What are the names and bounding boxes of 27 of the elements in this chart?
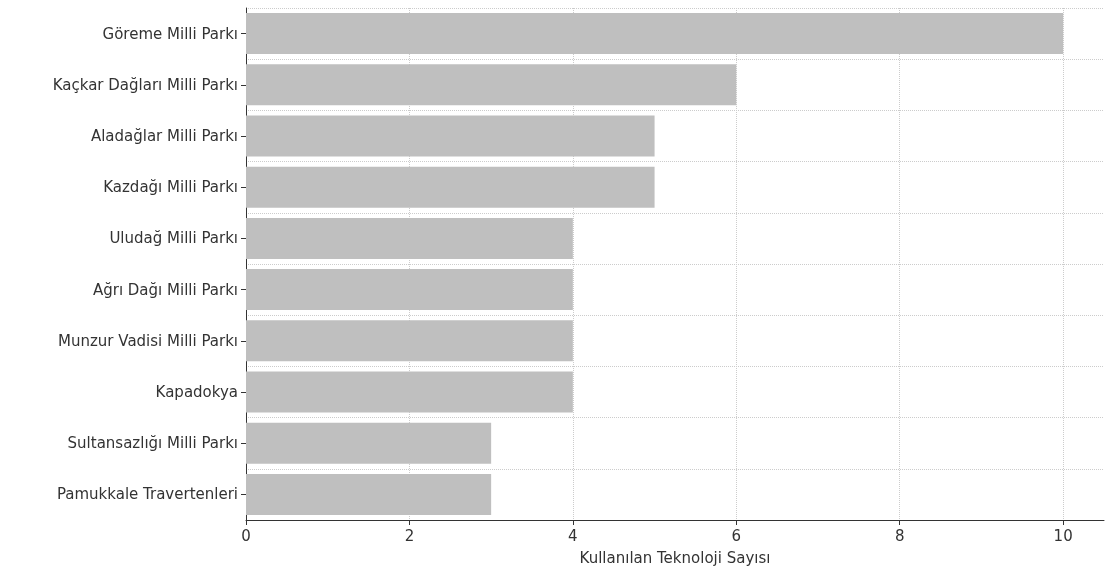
y-tick-label: Pamukkale Travertenleri — [56, 485, 238, 504]
bar — [246, 64, 737, 106]
y-tick-label: Ağrı Dağı Milli Parkı — [92, 280, 238, 299]
x-axis-title: Kullanılan Teknoloji Sayısı — [579, 548, 771, 567]
y-tick-label: Göreme Milli Parkı — [102, 24, 238, 43]
y-tick-label: Kaçkar Dağları Milli Parkı — [52, 75, 238, 94]
x-tick-label: 8 — [894, 526, 905, 545]
y-tick-label: Kazdağı Milli Parkı — [103, 178, 238, 197]
bar — [246, 13, 1064, 55]
x-tick-label: 10 — [1053, 526, 1073, 545]
x-tick-label: 6 — [731, 526, 742, 545]
x-tick-label: 2 — [404, 526, 415, 545]
bar — [246, 115, 655, 157]
y-tick-label: Uludağ Milli Parkı — [109, 229, 238, 248]
bar — [246, 371, 573, 413]
bar — [246, 473, 492, 515]
bar — [246, 166, 655, 208]
x-tick-label: 0 — [241, 526, 251, 545]
y-tick-label: Sultansazlığı Milli Parkı — [67, 434, 238, 453]
bar — [246, 320, 573, 362]
x-tick-label: 4 — [568, 526, 578, 545]
bar — [246, 422, 492, 464]
y-tick-label: Aladağlar Milli Parkı — [90, 127, 238, 145]
bar — [246, 269, 573, 311]
y-tick-label: Kapadokya — [155, 383, 238, 401]
bar — [246, 217, 573, 259]
y-tick-label: Munzur Vadisi Milli Parkı — [58, 331, 238, 350]
